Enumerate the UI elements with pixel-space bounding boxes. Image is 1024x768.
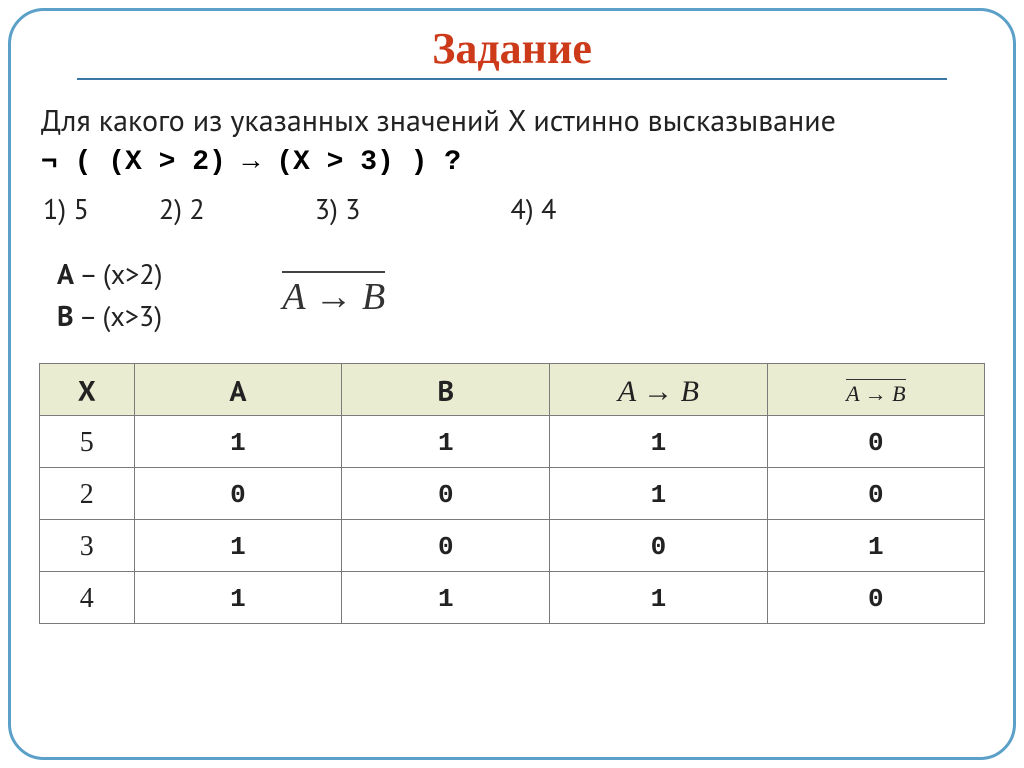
col-x: X (40, 364, 135, 416)
cell-b: 1 (342, 572, 550, 624)
table-row: 3 1 0 0 1 (40, 520, 985, 572)
cell-b: 1 (342, 416, 550, 468)
cell-x: 2 (40, 468, 135, 520)
cell-ab: 1 (550, 416, 767, 468)
negated-implication-formula: A → B (282, 271, 385, 319)
table-row: 5 1 1 1 0 (40, 416, 985, 468)
table-row: 4 1 1 1 0 (40, 572, 985, 624)
option-1: 1) 5 (43, 190, 89, 227)
cell-a: 1 (134, 416, 342, 468)
answer-options: 1) 5 2) 2 3) 3 4) 4 (43, 190, 981, 227)
col-not-ab: A → B (767, 364, 984, 416)
cell-b: 0 (342, 520, 550, 572)
cell-ab: 1 (550, 572, 767, 624)
definitions-text: A – (x>2) B – (x>3) (57, 253, 162, 337)
slide-title: Задание (39, 23, 985, 74)
col-ab: A → B (550, 364, 767, 416)
question-text: Для какого из указанных значений X истин… (41, 98, 983, 143)
slide-frame: Задание Для какого из указанных значений… (8, 8, 1016, 760)
option-3: 3) 3 (315, 190, 361, 227)
col-b: B (342, 364, 550, 416)
cell-b: 0 (342, 468, 550, 520)
col-a: A (134, 364, 342, 416)
option-4: 4) 4 (511, 190, 557, 227)
cell-notab: 0 (767, 468, 984, 520)
def-a: A – (x>2) (57, 253, 162, 295)
cell-notab: 0 (767, 416, 984, 468)
cell-x: 5 (40, 416, 135, 468)
cell-ab: 1 (550, 468, 767, 520)
cell-notab: 1 (767, 520, 984, 572)
table-body: 5 1 1 1 0 2 0 0 1 0 3 1 0 0 1 4 (40, 416, 985, 624)
title-underline (77, 78, 947, 80)
def-b: B – (x>3) (57, 295, 162, 337)
truth-table: X A B A → B A → B 5 1 1 1 0 2 0 0 1 0 (39, 363, 985, 624)
cell-a: 1 (134, 572, 342, 624)
cell-ab: 0 (550, 520, 767, 572)
cell-a: 1 (134, 520, 342, 572)
table-row: 2 0 0 1 0 (40, 468, 985, 520)
table-header-row: X A B A → B A → B (40, 364, 985, 416)
definitions-row: A – (x>2) B – (x>3) A → B (57, 253, 967, 337)
cell-notab: 0 (767, 572, 984, 624)
cell-x: 4 (40, 572, 135, 624)
cell-x: 3 (40, 520, 135, 572)
cell-a: 0 (134, 468, 342, 520)
option-2: 2) 2 (159, 190, 205, 227)
formula-line: ¬ ( (X > 2) → (X > 3) ) ? (41, 147, 983, 178)
